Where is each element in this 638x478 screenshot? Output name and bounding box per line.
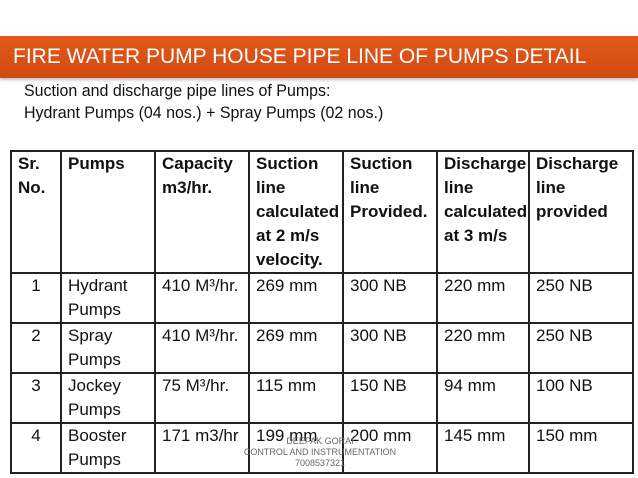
cell-pump: Booster Pumps [60,422,156,474]
author-phone: 7008537321 [294,458,346,468]
author-department: CONTROL AND INSTRUMENTATION [243,447,397,457]
cell-suction-calculated: 269 mm [248,272,344,324]
author-name: DEEPAK GORAI [286,436,354,446]
cell-suction-provided: 200 mm [342,422,438,474]
table-row: 2 Spray Pumps 410 M³/hr. 269 mm 300 NB 2… [10,322,634,374]
cell-discharge-calculated: 145 mm [436,422,530,474]
table-row: 4 Booster Pumps 171 m3/hr 199 mm 200 mm … [10,422,634,474]
cell-discharge-provided: 250 NB [528,322,634,374]
cell-capacity: 75 M³/hr. [154,372,250,424]
author-footer: DEEPAK GORAI CONTROL AND INSTRUMENTATION… [240,436,400,469]
header-capacity: Capacity m3/hr. [154,150,250,274]
cell-suction-calculated: 269 mm [248,322,344,374]
table-header-row: Sr. No. Pumps Capacity m3/hr. Suction li… [10,150,634,274]
cell-suction-provided: 300 NB [342,272,438,324]
cell-sr-no: 1 [10,272,62,324]
header-suction-calculated: Suction line calculated at 2 m/s velocit… [248,150,344,274]
cell-capacity: 410 M³/hr. [154,272,250,324]
cell-discharge-calculated: 220 mm [436,322,530,374]
header-sr-no: Sr. No. [10,150,62,274]
slide-title: FIRE WATER PUMP HOUSE PIPE LINE OF PUMPS… [13,45,587,68]
intro-line-1: Suction and discharge pipe lines of Pump… [24,81,331,100]
cell-pump: Jockey Pumps [60,372,156,424]
intro-line-2: Hydrant Pumps (04 nos.) + Spray Pumps (0… [24,103,384,122]
cell-pump: Spray Pumps [60,322,156,374]
header-pumps: Pumps [60,150,156,274]
cell-capacity: 171 m3/hr [154,422,250,474]
header-suction-provided: Suction line Provided. [342,150,438,274]
cell-discharge-provided: 250 NB [528,272,634,324]
cell-sr-no: 4 [10,422,62,474]
cell-capacity: 410 M³/hr. [154,322,250,374]
cell-suction-provided: 300 NB [342,322,438,374]
table-row: 1 Hydrant Pumps 410 M³/hr. 269 mm 300 NB… [10,272,634,324]
cell-sr-no: 3 [10,372,62,424]
cell-discharge-provided: 100 NB [528,372,634,424]
cell-suction-provided: 150 NB [342,372,438,424]
header-discharge-provided: Discharge line provided [528,150,634,274]
cell-pump: Hydrant Pumps [60,272,156,324]
cell-suction-calculated: 115 mm [248,372,344,424]
table-row: 3 Jockey Pumps 75 M³/hr. 115 mm 150 NB 9… [10,372,634,424]
cell-discharge-provided: 150 mm [528,422,634,474]
cell-discharge-calculated: 94 mm [436,372,530,424]
slide-title-banner: FIRE WATER PUMP HOUSE PIPE LINE OF PUMPS… [0,36,638,78]
cell-sr-no: 2 [10,322,62,374]
cell-discharge-calculated: 220 mm [436,272,530,324]
pump-pipe-table: Sr. No. Pumps Capacity m3/hr. Suction li… [10,150,634,474]
header-discharge-calculated: Discharge line calculated at 3 m/s [436,150,530,274]
cell-suction-calculated: 199 mm [248,422,344,474]
intro-text: Suction and discharge pipe lines of Pump… [24,80,383,124]
